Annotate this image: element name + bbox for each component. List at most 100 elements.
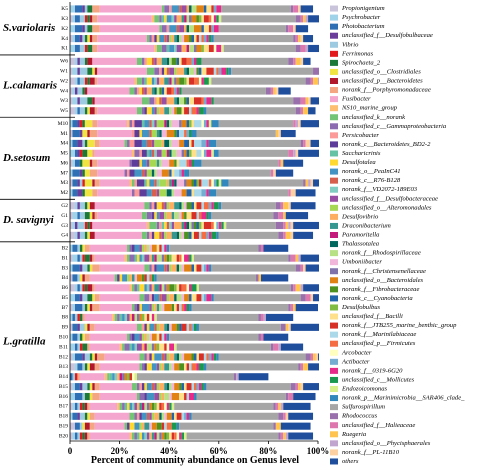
bar-segment — [273, 402, 276, 410]
bar-segment — [216, 44, 222, 53]
bar-segment — [89, 254, 93, 262]
bar-segment — [94, 77, 98, 85]
row-label: B18 — [59, 414, 68, 420]
bar-segment — [166, 284, 170, 292]
bar-segment — [280, 432, 284, 440]
bar-segment — [74, 422, 80, 430]
bar-segment — [313, 67, 319, 75]
bar-segment — [151, 57, 155, 65]
bar-segment — [208, 212, 212, 220]
bar-segment — [184, 294, 190, 302]
bar-segment — [141, 323, 145, 331]
bar-segment — [176, 231, 180, 239]
bar-segment — [79, 294, 83, 302]
bar-segment — [169, 353, 175, 361]
bar-segment — [99, 294, 140, 302]
bar-segment — [285, 221, 289, 230]
bar-segment — [198, 15, 202, 23]
bar-segment — [92, 149, 95, 157]
bar-segment — [300, 294, 306, 302]
bar-segment — [176, 129, 180, 138]
bar-segment — [169, 159, 175, 167]
bar-segment — [280, 422, 311, 430]
bar-segment — [72, 264, 80, 272]
bar-segment — [176, 44, 182, 53]
bar-segment — [141, 274, 145, 282]
bar-segment — [275, 129, 279, 138]
bar-segment — [206, 149, 212, 157]
bar-segment — [159, 25, 162, 33]
bar-segment — [72, 412, 78, 420]
bar-segment — [124, 422, 128, 430]
bar-segment — [151, 244, 157, 252]
bar-segment — [184, 67, 187, 75]
bar-segment — [181, 107, 185, 115]
bar-segment — [174, 284, 177, 292]
bar-segment — [179, 5, 182, 13]
bar-segment — [84, 392, 90, 401]
bar-segment — [136, 383, 140, 391]
bar-segment — [288, 392, 294, 401]
bar-segment — [82, 169, 85, 177]
bar-segment — [154, 323, 157, 331]
bar-segment — [201, 159, 279, 167]
bar-segment — [146, 432, 150, 440]
bar-segment — [184, 77, 187, 85]
bar-segment — [84, 231, 88, 239]
bar-segment — [70, 294, 75, 302]
legend-swatch — [330, 78, 338, 84]
bar-segment — [300, 15, 304, 23]
bar-segment — [154, 139, 162, 147]
bar-segment — [161, 15, 165, 23]
bar-segment — [79, 254, 83, 262]
bar-segment — [129, 333, 132, 341]
group-label: D. savignyi — [2, 214, 55, 226]
bar-segment — [213, 15, 217, 23]
bar-segment — [171, 383, 175, 391]
bar-segment — [149, 231, 152, 239]
bar-segment — [141, 432, 145, 440]
bar-segment — [218, 15, 222, 23]
legend-label: norank_f__0319-6G20 — [342, 367, 403, 374]
bar-segment — [186, 120, 190, 128]
bar-segment — [300, 35, 304, 43]
bar-segment — [171, 107, 175, 115]
bar-segment — [149, 35, 152, 43]
bar-segment — [132, 189, 135, 197]
legend-swatch — [330, 286, 338, 293]
bar-segment — [293, 392, 316, 401]
bar-segment — [179, 97, 185, 105]
bar-segment — [146, 313, 150, 322]
bar-segment — [70, 313, 73, 322]
legend-label: Persicobacter — [341, 132, 379, 139]
row-label: B19 — [59, 423, 68, 429]
bar-segment — [132, 274, 135, 282]
bar-segment — [146, 231, 150, 239]
bar-segment — [134, 169, 142, 177]
bar-segment — [216, 353, 219, 361]
bar-segment — [181, 353, 185, 361]
bar-segment — [211, 25, 214, 33]
legend-swatch — [330, 204, 338, 211]
bar-segment — [206, 35, 209, 43]
bar-segment — [300, 107, 304, 115]
row-label: B11 — [59, 344, 68, 350]
bar-segment — [186, 5, 190, 13]
bar-segment — [70, 254, 73, 262]
bar-segment — [74, 432, 78, 440]
bar-segment — [70, 159, 73, 167]
bar-segment — [176, 254, 180, 262]
row-label: B15 — [59, 384, 68, 390]
bar-segment — [77, 412, 80, 420]
row-label: M4 — [60, 141, 68, 147]
bar-segment — [191, 412, 279, 420]
bar-segment — [211, 15, 214, 23]
bar-segment — [146, 402, 150, 410]
bar-segment — [70, 129, 73, 138]
bar-segment — [127, 274, 130, 282]
legend-label: Desulfotalea — [341, 159, 376, 166]
bar-segment — [146, 139, 152, 147]
bar-segment — [176, 97, 180, 105]
bar-segment — [104, 353, 140, 361]
bar-segment — [124, 169, 128, 177]
